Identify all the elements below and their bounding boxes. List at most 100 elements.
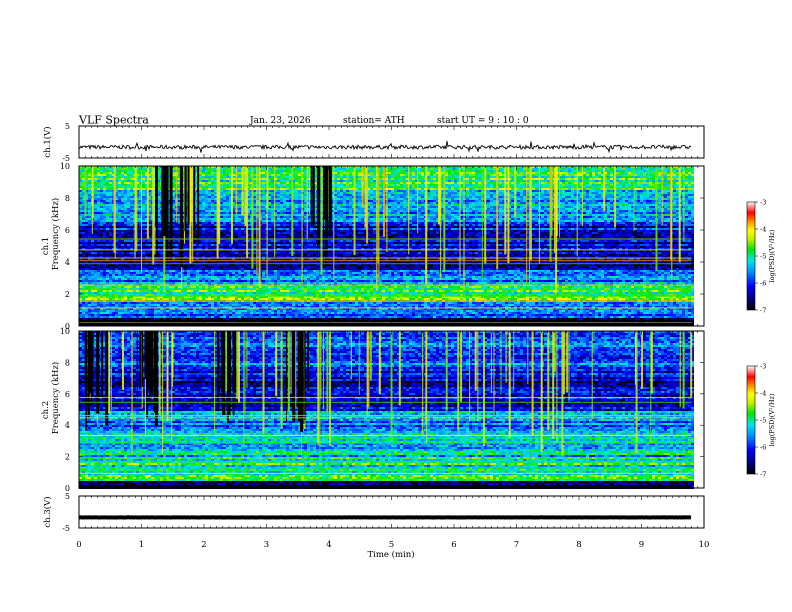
spectrogram-cell [454,202,457,204]
spectrogram-cell [223,178,226,180]
spectrogram-cell [277,184,280,186]
spectrogram-cell [427,186,430,188]
spectrogram-cell [610,202,613,204]
spectrogram-cell [121,194,124,196]
spectrogram-cell [298,186,301,188]
spectrogram-cell [667,198,670,200]
spectrogram-cell [238,180,241,182]
spectrogram-cell [487,190,490,192]
spectrogram-cell [298,168,301,170]
spectrogram-cell [490,206,493,208]
spectrogram-cell [304,194,307,196]
spectrogram-cell [97,210,100,212]
spectrogram-cell [652,172,655,174]
spectrogram-cell [625,194,628,196]
spectrogram-cell [400,204,403,206]
spectrogram-cell [211,210,214,212]
spectrogram-cell [130,174,133,176]
spectrogram-cell [532,208,535,210]
spectrogram-cell [334,178,337,180]
spectrogram-cell [475,206,478,208]
spectrogram-cell [475,168,478,170]
spectrogram-cell [388,184,391,186]
spectrogram-cell [97,188,100,190]
spectrogram-cell [541,192,544,194]
spectrogram-cell [358,180,361,182]
spectrogram-cell [493,194,496,196]
spectrogram-cell [532,182,535,184]
spectrogram-cell [403,186,406,188]
spectrogram-cell [220,176,223,178]
spectrogram-cell [517,204,520,206]
spectrogram-cell [640,176,643,178]
spectrogram-cell [427,172,430,174]
spectrogram-cell [622,172,625,174]
spectrogram-cell [433,172,436,174]
spectrogram-cell [253,194,256,196]
spectrogram-cell [403,196,406,198]
spectrogram-cell [421,196,424,198]
spectrogram-cell [649,198,652,200]
spectrogram-cell [676,206,679,208]
spectrogram-cell [478,202,481,204]
spectrogram-cell [271,176,274,178]
spectrogram-cell [445,178,448,180]
spectrogram-cell [487,202,490,204]
spectrogram-cell [277,182,280,184]
spectrogram-cell [571,178,574,180]
spectrogram-cell [286,176,289,178]
spectrogram-cell [220,198,223,200]
spectrogram-cell [565,168,568,170]
spectrogram-cell [454,170,457,172]
spectrogram-cell [649,202,652,204]
spectrogram-cell [109,210,112,212]
spectrogram-cell [688,172,691,174]
spectrogram-cell [397,204,400,206]
spectrogram-cell [295,184,298,186]
spectrogram-cell [625,200,628,202]
spectrogram-cell [346,188,349,190]
spectrogram-cell [226,204,229,206]
spectrogram-cell [625,188,628,190]
spectrogram-cell [637,196,640,198]
spectrogram-cell [421,180,424,182]
spectrogram-cell [667,208,670,210]
spectrogram-cell [262,202,265,204]
spectrogram-cell [595,180,598,182]
spectrogram-cell [562,202,565,204]
spectrogram-cell [472,170,475,172]
spectrogram-cell [676,192,679,194]
spectrogram-cell [412,206,415,208]
spectrogram-cell [685,178,688,180]
spectrogram-cell [571,192,574,194]
spectrogram-cell [271,174,274,176]
spectrogram-cell [88,190,91,192]
spectrogram-cell [118,192,121,194]
spectrogram-cell [334,206,337,208]
spectrogram-cell [628,168,631,170]
spectrogram-cell [349,200,352,202]
spectrogram-cell [391,192,394,194]
spectrogram-cell [448,204,451,206]
spectrogram-cell [253,186,256,188]
spectrogram-cell [412,174,415,176]
spectrogram-cell [568,170,571,172]
spectrogram-cell [622,182,625,184]
spectrogram-cell [334,202,337,204]
spectrogram-cell [445,190,448,192]
spectrogram-cell [127,170,130,172]
spectrogram-cell [97,180,100,182]
spectrogram-cell [643,174,646,176]
spectrogram-cell [394,178,397,180]
spectrogram-cell [253,192,256,194]
spectrogram-cell [100,190,103,192]
spectrogram-cell [619,178,622,180]
spectrogram-cell [637,192,640,194]
spectrogram-cell [520,194,523,196]
spectrogram-cell [469,172,472,174]
spectrogram-cell [652,182,655,184]
spectrogram-cell [658,202,661,204]
spectrogram-cell [340,176,343,178]
spectrogram-cell [454,196,457,198]
spectrogram-cell [394,188,397,190]
